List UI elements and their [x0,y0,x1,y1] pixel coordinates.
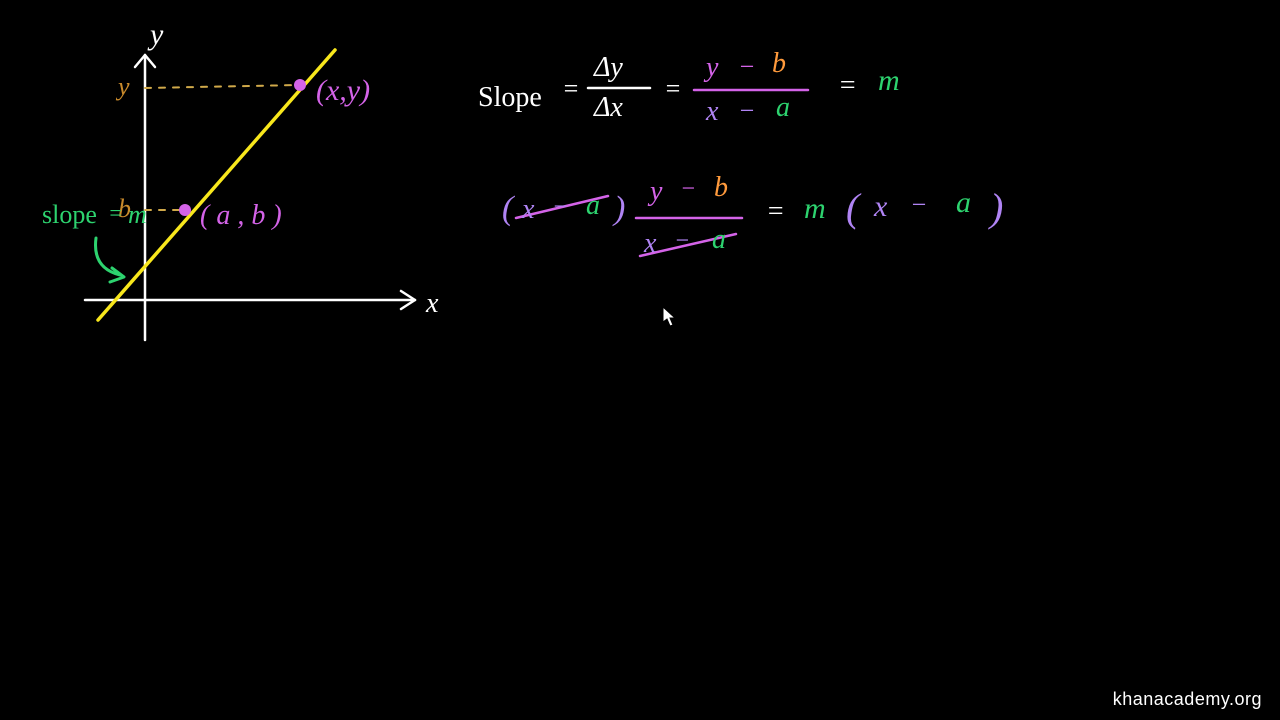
eq2-rparen-2: ) [990,184,1003,231]
eq1-eq-c: = [838,70,857,102]
eq2-den-a: a [712,224,726,256]
eq2-m: m [804,192,826,226]
eq1-den-a: a [776,92,790,124]
eq2-right-minus: − [910,190,928,220]
eq1-m: m [878,64,900,98]
eq2-den-x: x [644,228,656,260]
point-ab-label: ( a , b ) [200,200,282,232]
slope-word: slope [42,200,97,230]
eq2-rparen-1: ) [614,190,625,228]
point-xy-label: (x,y) [316,74,370,108]
x-axis-label: x [426,288,438,320]
watermark: khanacademy.org [1113,689,1262,710]
eq1-den-x: x [706,96,718,128]
eq1-num-b: b [772,48,786,80]
eq1-delta-y: Δy [594,52,623,84]
eq1-num-minus: − [738,52,756,82]
blackboard: y x y b (x,y) ( a , b ) slope = m Slope … [0,0,1280,720]
eq1-slope: Slope [478,82,542,114]
eq2-factor-a: a [586,190,600,222]
eq2-num-y: y [650,176,662,208]
eq1-eq-b: = [664,74,682,104]
eq2-den-minus: − [674,228,690,255]
eq1-eq-a: = [562,74,580,104]
eq2-right-x: x [874,190,887,224]
slope-m: m [128,200,147,230]
mouse-cursor-icon [662,306,678,328]
drawing-layer [0,0,1280,720]
eq1-den-minus: − [738,96,756,126]
eq2-lparen-1: ( [502,190,513,228]
eq1-num-y: y [706,52,718,84]
eq2-right-a: a [956,186,971,220]
y-axis-label: y [150,18,163,52]
eq2-num-b: b [714,172,728,204]
eq1-delta-x: Δx [594,92,623,124]
eq2-num-minus: − [680,176,696,203]
eq2-factor-minus: − [552,194,568,221]
eq2-equals: = [766,196,785,228]
y-tick-label: y [118,72,130,102]
eq2-factor-x: x [522,194,534,226]
slope-equals: = [108,200,123,226]
eq2-lparen-2: ( [846,184,859,231]
